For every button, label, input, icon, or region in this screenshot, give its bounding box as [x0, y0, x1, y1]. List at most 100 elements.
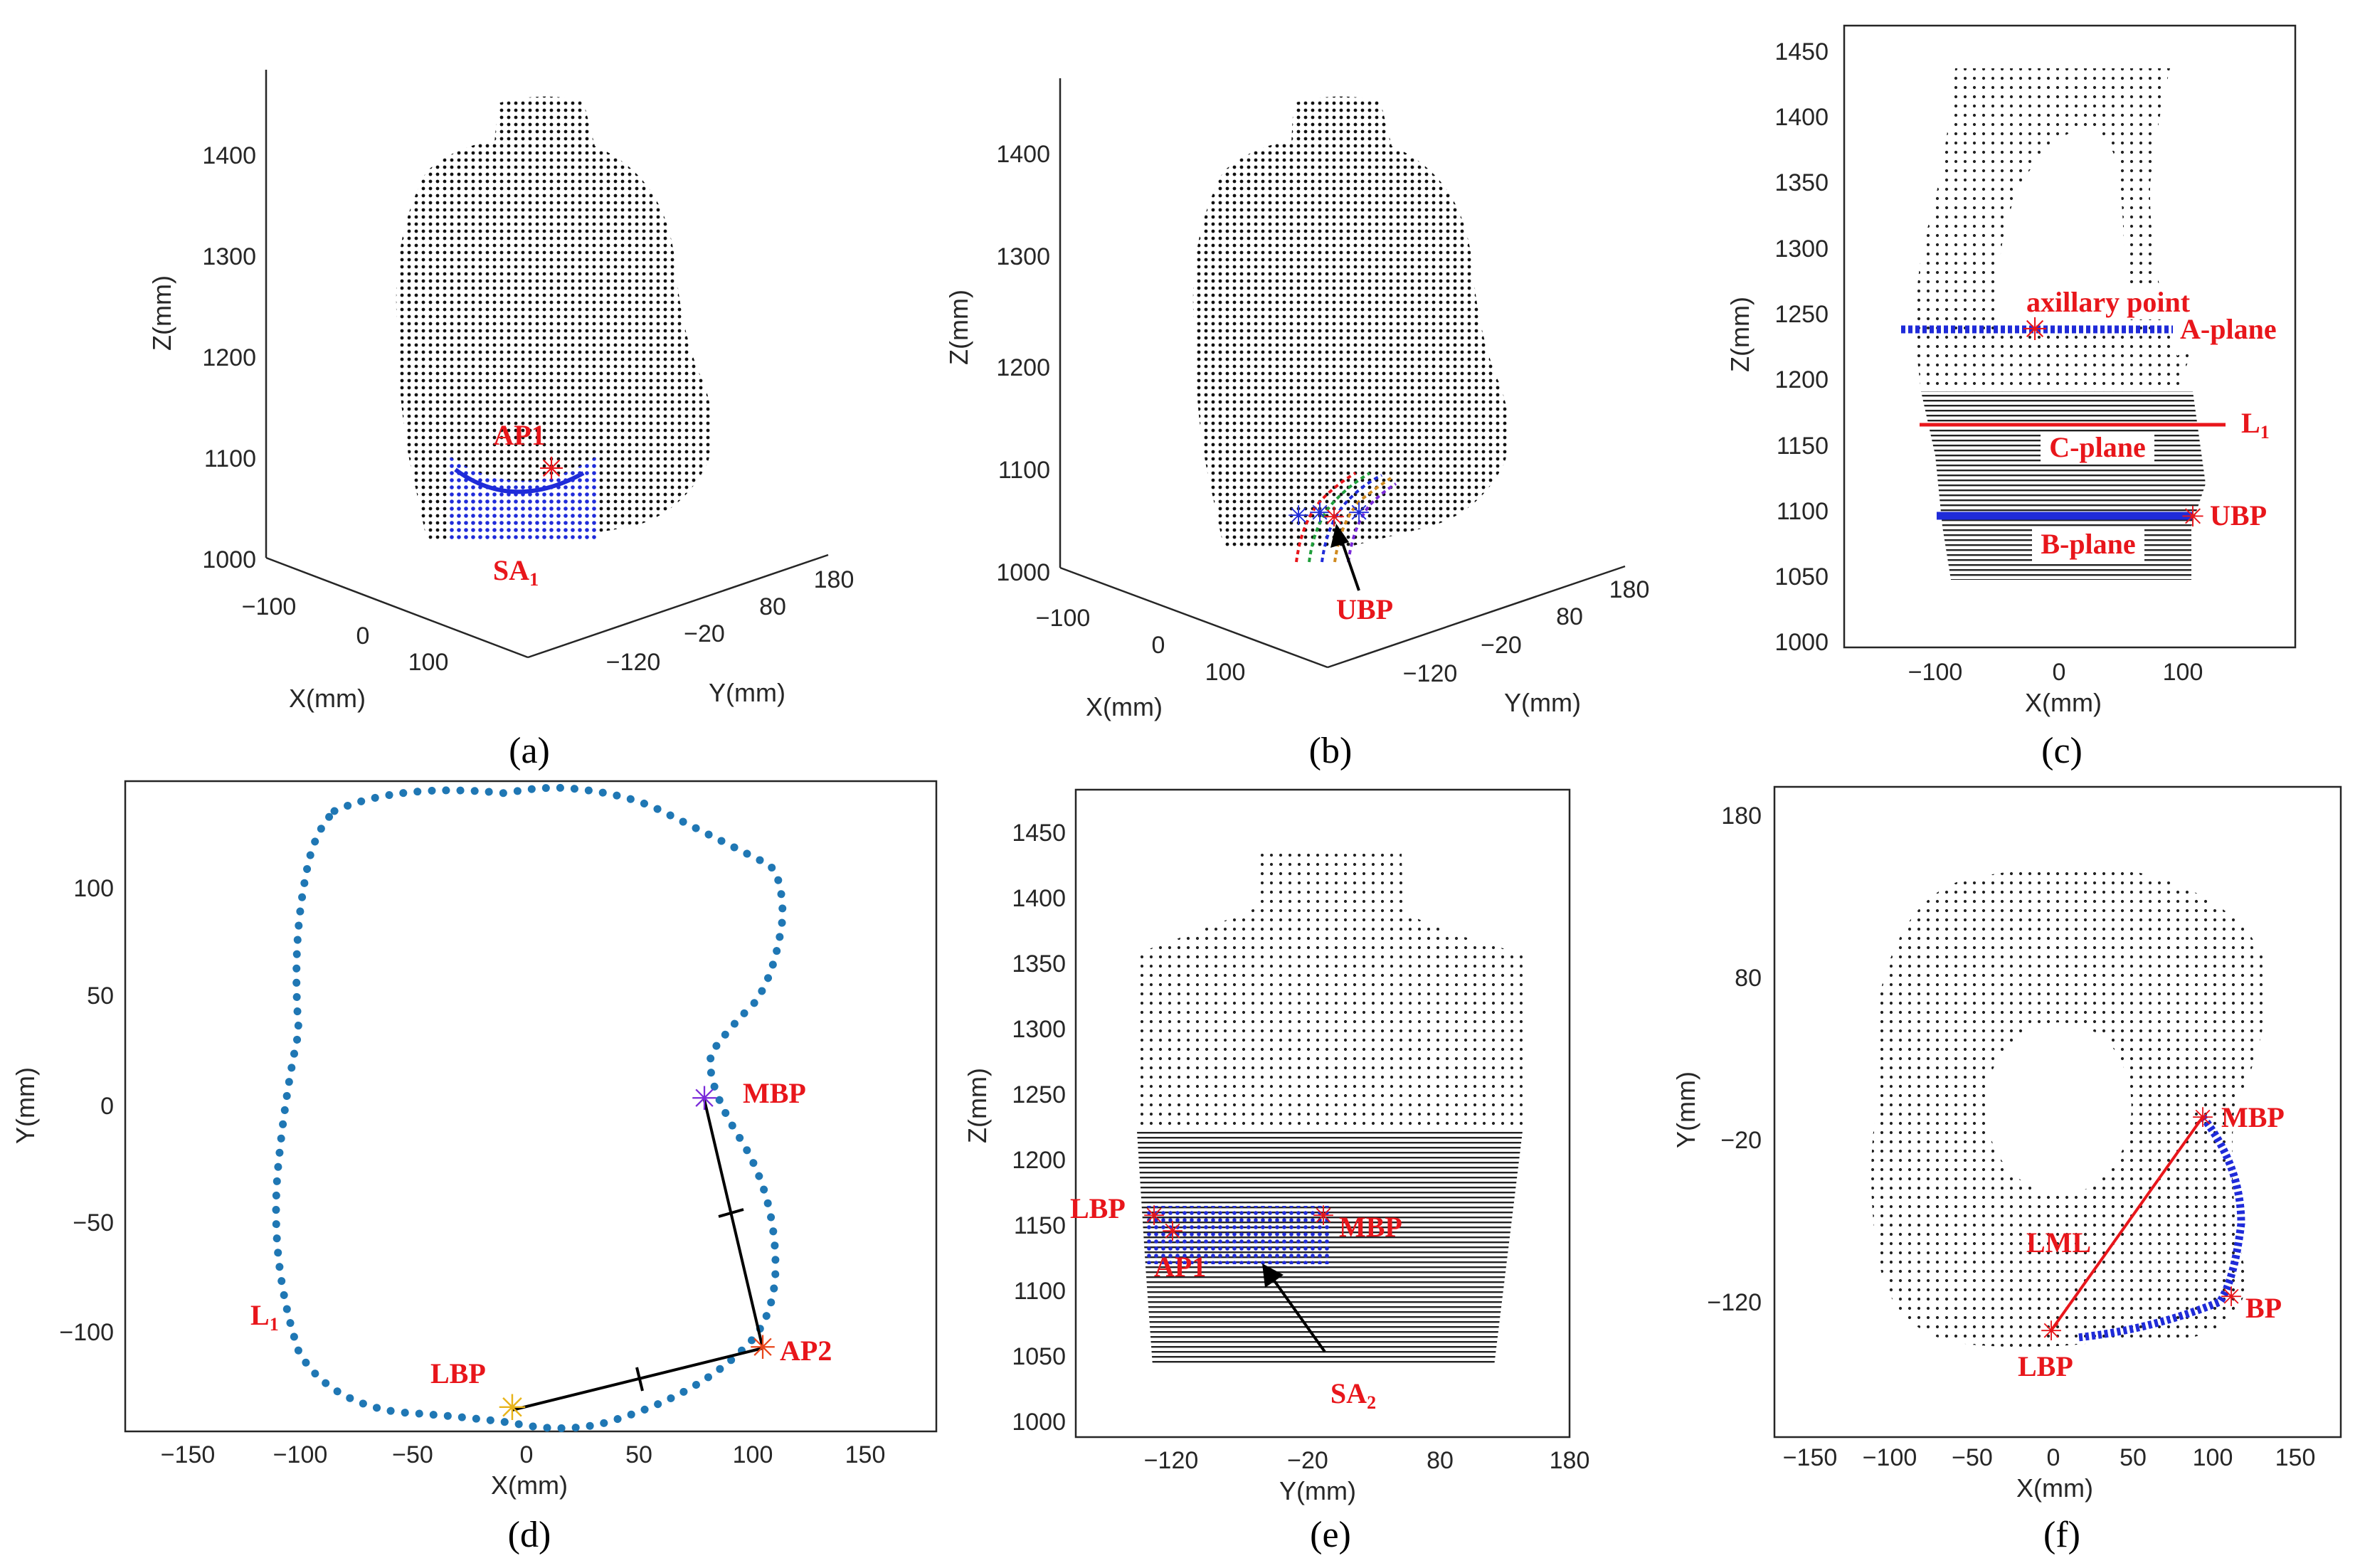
- star-marker: ✳: [1312, 1202, 1335, 1231]
- tick-label: 100: [733, 1441, 773, 1468]
- ubp-label: UBP: [2210, 499, 2267, 531]
- sa2-arrow-head: [1262, 1264, 1284, 1288]
- panel-d: 100 50 0 −50 −100 Y(mm) −150 −100 −50 0 …: [11, 780, 938, 1500]
- panel-c-plot-frame: [1843, 24, 2297, 649]
- tick-label: −100: [242, 593, 297, 620]
- tick-label: 0: [520, 1441, 534, 1468]
- label-backdrop: [2041, 433, 2154, 464]
- tick-label: 1300: [1012, 1016, 1066, 1043]
- star-marker: ✳: [2220, 1283, 2243, 1313]
- tick-label: 100: [408, 649, 449, 676]
- panel-f: 180 80 −20 −120 Y(mm) −150 −100 −50 0 50…: [1671, 785, 2342, 1503]
- panel-f-y-ticks: 180 80 −20 −120: [1707, 802, 1762, 1316]
- tick-label: −150: [161, 1441, 216, 1468]
- tick-label: 1300: [202, 243, 256, 270]
- ap1-label: AP1: [493, 419, 545, 451]
- tick-label: 80: [1735, 965, 1762, 992]
- star-marker: ✳: [1161, 1217, 1184, 1247]
- tick-label: 150: [845, 1441, 886, 1468]
- a-plane-label: A-plane: [2180, 313, 2277, 345]
- sa1-label-base: SA: [493, 554, 529, 586]
- tick-label: −20: [684, 620, 725, 647]
- tick-label: 100: [1205, 659, 1246, 686]
- mbp-label: MBP: [743, 1077, 806, 1109]
- bp-label: BP: [2245, 1292, 2282, 1324]
- tick-label: −20: [1287, 1447, 1328, 1474]
- star-marker: ✳: [1348, 499, 1370, 529]
- tick-label: 1000: [1012, 1409, 1066, 1436]
- star-marker: ✳: [2040, 1317, 2063, 1347]
- star-marker: ✳: [1287, 502, 1310, 531]
- star-marker: ✳: [539, 452, 565, 487]
- panel-captions: (a) (b) (c) (d) (e) (f): [508, 731, 2083, 1555]
- z-axis-label: Z(mm): [147, 275, 176, 351]
- panel-d-x-ticks: −150 −100 −50 0 50 100 150: [161, 1441, 886, 1468]
- l1-label-sub: 1: [2260, 422, 2270, 443]
- tick-label: 0: [100, 1093, 114, 1120]
- caption-f: (f): [2043, 1515, 2080, 1555]
- tick-label: 1450: [1012, 820, 1066, 847]
- tick-label: 1350: [1774, 169, 1829, 196]
- ubp-arrow-line: [1338, 534, 1360, 591]
- tick-label: 0: [2047, 1444, 2060, 1471]
- mbp-label: MBP: [2221, 1101, 2285, 1133]
- ubp-arrow-head: [1330, 524, 1349, 548]
- ap2-label: AP2: [780, 1335, 832, 1367]
- sa1-blue-region: [447, 455, 598, 541]
- head-void: [1998, 128, 2125, 334]
- caption-d: (d): [508, 1515, 551, 1555]
- star-marker: ✳: [2022, 312, 2048, 347]
- y-axis-label: Z(mm): [1725, 297, 1755, 372]
- panel-a-axes: [265, 70, 829, 659]
- tick-label: 1100: [1777, 498, 1829, 525]
- tick-label: 0: [2053, 659, 2066, 686]
- front-point-cloud-lower: [1137, 1131, 1523, 1366]
- tick-label: 1450: [1774, 38, 1829, 65]
- b-plane-label: B-plane: [2041, 528, 2135, 560]
- sa2-label-base: SA: [1330, 1377, 1367, 1409]
- tick-label: 180: [814, 566, 854, 593]
- tick-label: 1050: [1774, 563, 1829, 590]
- tick-label: −20: [1720, 1127, 1762, 1154]
- tick-label: 0: [1152, 632, 1165, 659]
- panel-a-z-ticks: 1400 1300 1200 1100 1000: [202, 142, 256, 573]
- l1-label-sub: 1: [270, 1314, 279, 1335]
- l1-label-base: L: [250, 1299, 270, 1331]
- star-marker: ✳: [1323, 503, 1345, 533]
- l1-label: L1: [2241, 407, 2270, 443]
- sa2-label: SA2: [1330, 1377, 1376, 1413]
- lbp-label: LBP: [430, 1357, 486, 1389]
- x-axis-label: X(mm): [1086, 692, 1163, 721]
- panel-c: 1450 1400 1350 1300 1250 1200 1150 1100 …: [1725, 24, 2297, 717]
- tick-label: −100: [1863, 1444, 1917, 1471]
- tick-label: 1200: [996, 354, 1050, 381]
- x-axis-label: Y(mm): [1279, 1476, 1356, 1505]
- tick-label: 1150: [1777, 433, 1829, 460]
- sa1-arc: [454, 467, 585, 494]
- panel-f-x-ticks: −150 −100 −50 0 50 100 150: [1783, 1444, 2316, 1471]
- tick-label: 1400: [1012, 885, 1066, 912]
- star-marker: ✳: [2181, 502, 2205, 533]
- tick-label: −120: [1144, 1447, 1199, 1474]
- panel-e-x-ticks: −120 −20 80 180: [1144, 1447, 1590, 1474]
- label-backdrop: [2026, 288, 2166, 319]
- midpoint-tick: [635, 1367, 644, 1392]
- lbp-label: LBP: [1070, 1192, 1126, 1224]
- tick-label: 1400: [202, 142, 256, 169]
- sa1-label-sub: 1: [529, 569, 539, 590]
- star-marker: ✳: [2191, 1103, 2214, 1133]
- lml-label: LML: [2026, 1227, 2091, 1259]
- panel-b-y-ticks: −120 −20 80 180: [1403, 576, 1650, 687]
- panel-b-x-ticks: −100 0 100: [1036, 605, 1246, 686]
- star-marker: ✳: [1308, 499, 1331, 529]
- l1-label-base: L: [2241, 407, 2260, 439]
- tick-label: 150: [2275, 1444, 2316, 1471]
- y-axis-label: Y(mm): [1504, 688, 1581, 717]
- tick-label: 100: [2163, 659, 2203, 686]
- panel-e: 1450 1400 1350 1300 1250 1200 1150 1100 …: [963, 788, 1590, 1505]
- panel-d-y-ticks: 100 50 0 −50 −100: [59, 875, 114, 1346]
- tick-label: 1200: [202, 344, 256, 371]
- x-axis-label: X(mm): [2025, 688, 2102, 717]
- sa2-arrow-line: [1271, 1276, 1326, 1353]
